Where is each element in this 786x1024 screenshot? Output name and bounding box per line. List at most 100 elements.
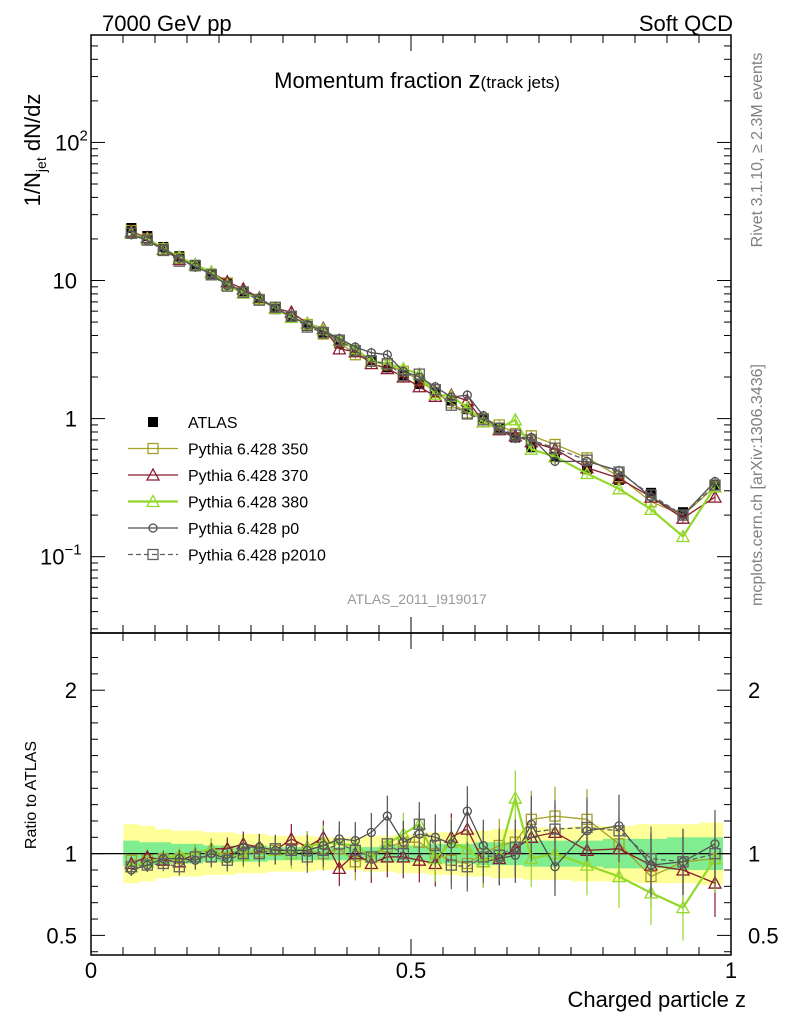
data-point bbox=[269, 301, 281, 313]
title-main: Momentum fraction bbox=[274, 68, 468, 93]
ratio-y-tick-label-right: 1 bbox=[748, 842, 760, 867]
main-ylabel: 1/Njet dN/dz bbox=[20, 94, 49, 207]
rivet-side-label: Rivet 3.1.10, ≥ 2.3M events bbox=[749, 53, 766, 248]
ratio-y-tick-label: 2 bbox=[65, 678, 77, 703]
ratio-point bbox=[550, 862, 560, 872]
data-point bbox=[445, 399, 457, 411]
ratio-point bbox=[366, 827, 376, 838]
legend-marker bbox=[145, 467, 161, 481]
ratio-point bbox=[141, 859, 153, 871]
ratio-point bbox=[581, 821, 593, 834]
data-point bbox=[709, 479, 721, 491]
ratio-point bbox=[677, 856, 689, 868]
plot-title: Momentum fraction z(track jets) bbox=[274, 67, 560, 94]
energy-label: 7000 GeV pp bbox=[102, 11, 232, 36]
legend-marker bbox=[147, 548, 159, 561]
data-point bbox=[645, 489, 657, 501]
data-point bbox=[333, 334, 345, 346]
ratio-point bbox=[445, 859, 457, 871]
ratio-frame bbox=[90, 632, 732, 956]
ratio-axes: 0.5 0.5 1 1 2 2 0 0.5 1 bbox=[46, 633, 779, 983]
main-plot-area bbox=[124, 223, 723, 543]
data-point bbox=[237, 286, 249, 299]
data-point bbox=[508, 412, 523, 426]
data-point bbox=[550, 456, 560, 467]
ratio-point bbox=[412, 852, 427, 866]
ratio-point bbox=[509, 841, 521, 853]
ratio-point bbox=[613, 825, 625, 837]
ratio-point bbox=[349, 844, 361, 857]
data-point bbox=[349, 345, 361, 357]
process-label: Soft QCD bbox=[639, 11, 733, 36]
y-tick-label: 10−1 bbox=[40, 542, 82, 570]
data-point bbox=[707, 489, 723, 503]
legend-label: Pythia 6.428 p2010 bbox=[188, 548, 326, 565]
ratio-point bbox=[462, 806, 472, 816]
data-point bbox=[493, 422, 505, 434]
ylabel-sub: jet bbox=[33, 157, 49, 173]
ratio-panel: 0.5 0.5 1 1 2 2 0 0.5 1 bbox=[46, 632, 779, 983]
ratio-point bbox=[382, 811, 392, 821]
y-tick-label: 102 bbox=[55, 127, 88, 155]
ratio-point bbox=[381, 838, 393, 850]
ratio-line-4 bbox=[131, 809, 716, 871]
data-point bbox=[643, 502, 659, 516]
y-tick-label: 10 bbox=[53, 269, 77, 294]
ratio-point bbox=[253, 848, 265, 860]
legend-label: Pythia 6.428 350 bbox=[188, 442, 308, 459]
ratio-point bbox=[332, 861, 347, 875]
ratio-point bbox=[675, 900, 691, 914]
series-line-5 bbox=[131, 232, 716, 516]
ratio-point bbox=[645, 852, 657, 865]
data-point bbox=[579, 466, 595, 480]
data-point bbox=[317, 326, 329, 339]
legend-label: Pythia 6.428 380 bbox=[188, 495, 308, 512]
ratio-plot-area bbox=[91, 770, 731, 941]
ratio-point bbox=[461, 861, 473, 873]
title-z: z bbox=[469, 67, 481, 94]
data-point bbox=[301, 321, 313, 333]
ratio-point bbox=[477, 851, 489, 863]
data-point bbox=[285, 310, 297, 323]
data-point bbox=[525, 434, 537, 446]
legend-marker bbox=[145, 494, 161, 508]
main-axes: 10−1 1 10 102 bbox=[40, 34, 732, 633]
y-tick-label: 1 bbox=[65, 407, 77, 432]
ratio-point bbox=[285, 844, 297, 857]
data-point bbox=[141, 234, 153, 246]
data-point bbox=[253, 294, 265, 306]
data-point bbox=[581, 454, 593, 466]
data-point bbox=[611, 481, 627, 495]
ratio-point bbox=[221, 854, 233, 866]
ratio-point bbox=[508, 790, 523, 804]
data-point bbox=[675, 529, 691, 543]
data-point bbox=[412, 379, 427, 393]
legend-label: Pythia 6.428 370 bbox=[188, 468, 308, 485]
legend-marker bbox=[148, 523, 158, 533]
data-point bbox=[221, 280, 233, 292]
main-frame bbox=[90, 34, 732, 634]
data-point bbox=[396, 369, 411, 383]
data-point bbox=[332, 341, 347, 355]
data-point bbox=[462, 390, 472, 400]
data-point bbox=[364, 356, 379, 370]
ratio-point bbox=[125, 861, 137, 873]
legend-label: Pythia 6.428 p0 bbox=[188, 521, 299, 538]
data-point bbox=[381, 357, 393, 370]
ylabel-main: 1/N bbox=[20, 172, 45, 206]
ylabel-rest: dN/dz bbox=[20, 94, 45, 158]
data-point bbox=[157, 244, 169, 257]
ratio-point bbox=[643, 885, 659, 899]
ratio-point bbox=[493, 849, 505, 861]
x-axis-label: Charged particle z bbox=[567, 987, 746, 1012]
data-point bbox=[677, 509, 689, 521]
ratio-point bbox=[205, 851, 217, 863]
data-point bbox=[428, 386, 443, 400]
ratio-point bbox=[237, 848, 249, 860]
data-point bbox=[429, 384, 441, 396]
mcplots-side-label: mcplots.cern.ch [arXiv:1306.3436] bbox=[749, 364, 766, 606]
ratio-y-tick-label-right: 0.5 bbox=[748, 923, 779, 948]
ratio-point bbox=[269, 843, 281, 855]
ratio-point bbox=[413, 818, 425, 830]
